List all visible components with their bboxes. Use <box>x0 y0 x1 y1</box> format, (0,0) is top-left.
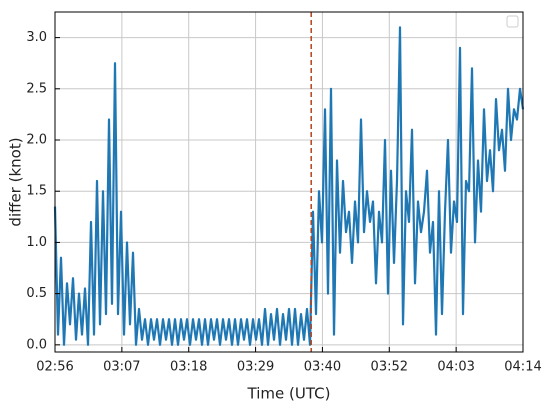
x-tick-label: 04:14 <box>504 360 541 375</box>
y-tick-label: 0.5 <box>26 286 47 301</box>
plot-area <box>55 12 523 352</box>
y-tick-label: 2.0 <box>26 133 47 148</box>
x-tick-label: 03:52 <box>371 360 408 375</box>
marks <box>53 12 525 352</box>
y-tick-label: 3.0 <box>26 30 47 45</box>
y-tick-label: 0.0 <box>26 337 47 352</box>
x-axis-label: Time (UTC) <box>247 385 331 403</box>
x-tick-label: 04:03 <box>437 360 474 375</box>
plot-frame <box>54 11 524 353</box>
legend-box <box>506 15 519 28</box>
y-tick-label: 1.5 <box>26 184 47 199</box>
y-axis-label: differ (knot) <box>7 137 25 226</box>
y-tick-label: 1.0 <box>26 235 47 250</box>
x-tick-label: 03:18 <box>170 360 207 375</box>
x-tick-label: 03:40 <box>304 360 341 375</box>
x-tick-label: 03:07 <box>103 360 140 375</box>
data-line <box>53 26 525 346</box>
x-tick-label: 02:56 <box>36 360 73 375</box>
y-tick-label: 2.5 <box>26 81 47 96</box>
x-tick-label: 03:29 <box>237 360 274 375</box>
